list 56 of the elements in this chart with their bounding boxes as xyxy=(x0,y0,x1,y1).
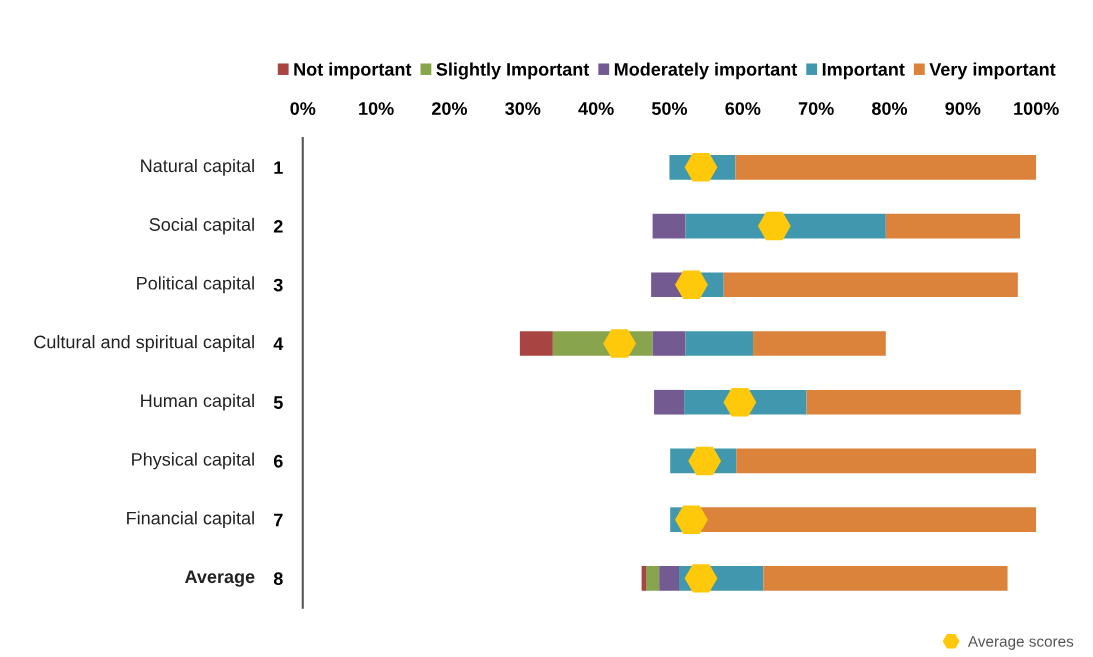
bar xyxy=(652,213,686,239)
point xyxy=(675,505,708,534)
y-tick-label: Cultural and spiritual capital xyxy=(34,335,254,352)
point xyxy=(688,446,722,476)
point xyxy=(675,270,708,299)
y-tick-label: Average xyxy=(184,570,255,587)
bar xyxy=(685,331,754,356)
legend-label: Important xyxy=(822,63,905,80)
y2-tick-label: 8 xyxy=(273,572,283,586)
x-tick-label: 20% xyxy=(432,102,468,115)
x-tick-label: 100% xyxy=(1014,102,1059,115)
x-tick-label: 50% xyxy=(651,102,688,115)
x-tick-label: 90% xyxy=(945,102,981,115)
bar xyxy=(652,331,686,356)
bar xyxy=(763,566,1008,591)
y2-tick-label: 2 xyxy=(273,219,283,233)
bar xyxy=(659,566,679,591)
bar xyxy=(735,155,1037,180)
y-tick-label: Social capital xyxy=(149,217,254,235)
legend-label: Slightly Important xyxy=(436,62,590,80)
y2-tick-label: 5 xyxy=(273,396,283,409)
x-tick-label: 10% xyxy=(359,102,394,115)
y-tick-label: Physical capital xyxy=(132,452,254,470)
bar xyxy=(806,389,1021,415)
bar xyxy=(723,272,1018,298)
bar xyxy=(736,448,1037,474)
legend-label: Average scores xyxy=(967,636,1074,650)
point xyxy=(723,387,757,417)
y2-tick-label: 6 xyxy=(273,454,283,468)
x-tick-label: 30% xyxy=(505,102,541,115)
bar xyxy=(641,566,646,591)
y-tick-label: Natural capital xyxy=(141,158,254,176)
point xyxy=(603,329,637,358)
point xyxy=(684,564,718,593)
x-tick-label: 0% xyxy=(290,102,316,115)
point xyxy=(684,153,718,182)
x-tick-label: 70% xyxy=(798,102,834,115)
bar xyxy=(885,213,1021,239)
x-tick-label: 80% xyxy=(871,102,908,115)
bar xyxy=(519,331,553,356)
legend-label: Not important xyxy=(294,62,412,80)
legend-label: Moderately important xyxy=(614,62,798,80)
bar xyxy=(654,389,685,415)
y-tick-label: Human capital xyxy=(141,393,254,411)
x-tick-label: 60% xyxy=(725,102,761,115)
y2-tick-label: 4 xyxy=(273,337,284,351)
y-tick-label: Financial capital xyxy=(127,511,254,529)
bar xyxy=(753,331,886,356)
y2-tick-label: 1 xyxy=(274,161,283,174)
legend-label: Very important xyxy=(929,62,1056,80)
x-tick-label: 40% xyxy=(578,102,614,115)
y-tick-label: Political capital xyxy=(137,276,254,294)
bar xyxy=(645,566,660,591)
y2-tick-label: 7 xyxy=(274,513,283,527)
y2-tick-label: 3 xyxy=(273,278,283,292)
point xyxy=(757,211,791,241)
